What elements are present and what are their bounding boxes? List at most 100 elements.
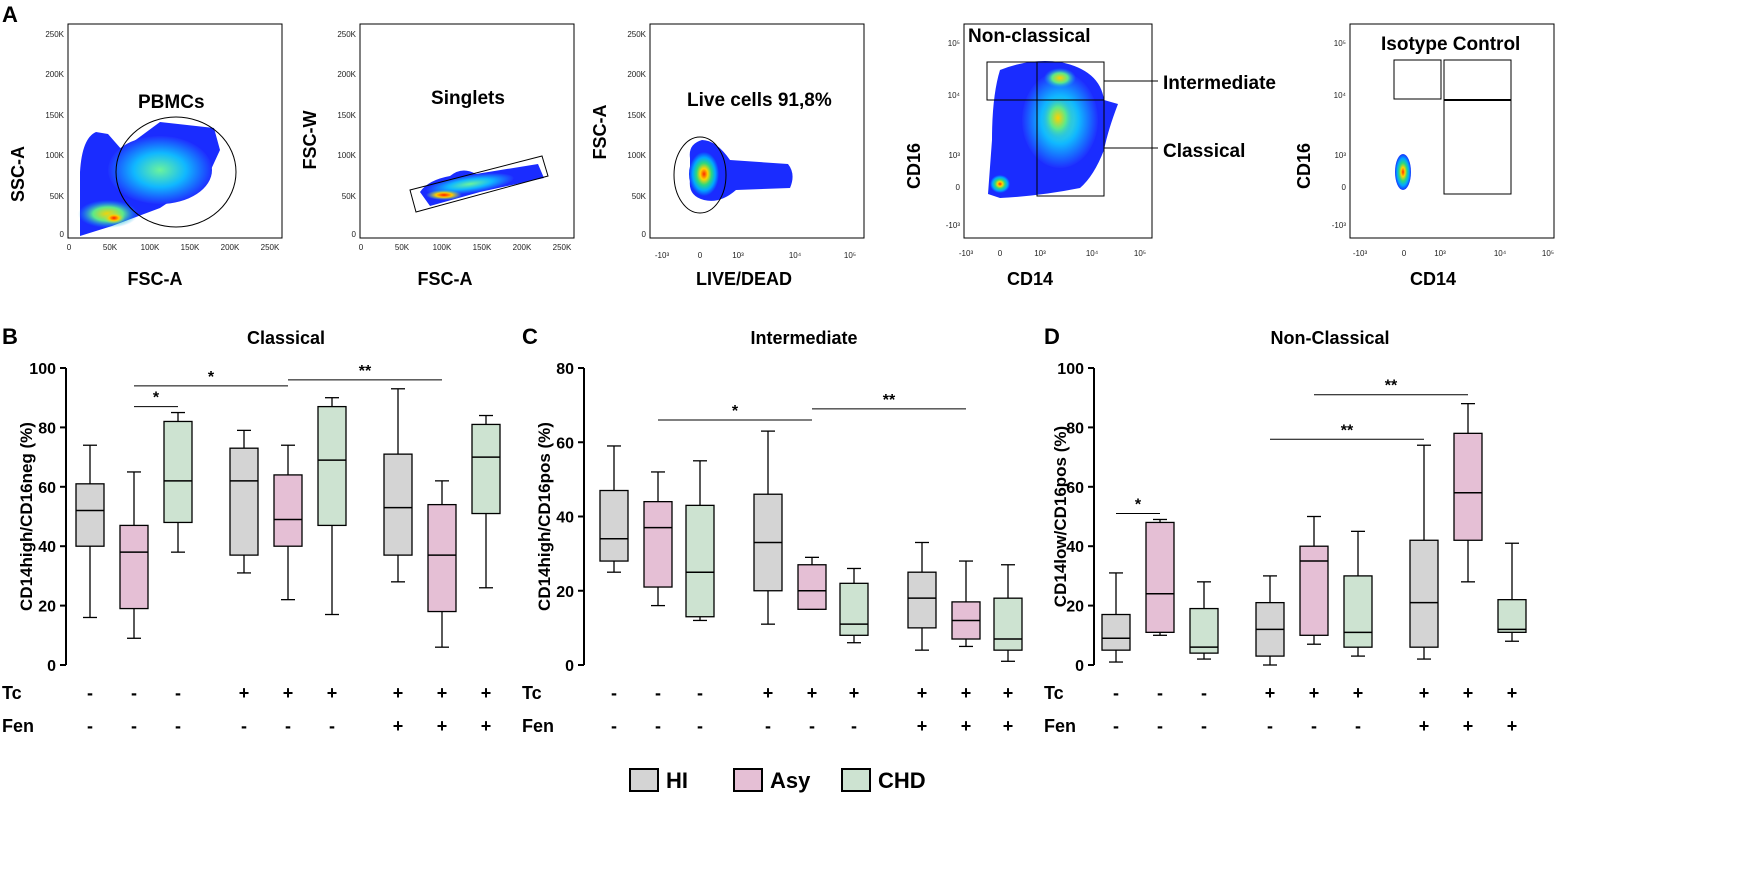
legend: HI Asy CHD bbox=[629, 768, 926, 793]
y-tick-label: 60 bbox=[556, 435, 574, 452]
box-asy bbox=[1453, 432, 1483, 541]
flow-plot-singlets: Singlets FSC-W FSC-A 250K 200K 150K 100K… bbox=[300, 23, 575, 289]
gate-label: Singlets bbox=[431, 88, 505, 109]
x-tick: 0 bbox=[998, 249, 1003, 258]
flow-plot-isotype-control: Isotype Control CD16 CD14 10⁵ 10⁴ 10³ 0 … bbox=[1294, 23, 1555, 289]
y-tick: 50K bbox=[632, 192, 647, 201]
y-tick: 150K bbox=[627, 111, 646, 120]
x-tick: 10⁵ bbox=[1134, 249, 1146, 258]
box-asy bbox=[119, 524, 149, 610]
density-core bbox=[108, 136, 212, 204]
y-tick: 100K bbox=[337, 151, 356, 160]
y-axis-label: CD14high/CD16pos (%) bbox=[535, 422, 554, 611]
tc-sign: - bbox=[1201, 683, 1207, 703]
box-asy bbox=[1145, 521, 1175, 633]
y-axis-label: SSC-A bbox=[8, 146, 28, 202]
significance-marker: * bbox=[1135, 497, 1142, 514]
plot-frame bbox=[1349, 23, 1555, 239]
y-tick-label: 100 bbox=[29, 361, 56, 378]
y-tick: 10³ bbox=[1334, 151, 1346, 160]
box-hi bbox=[1101, 613, 1131, 651]
gate-label-classical: Classical bbox=[1163, 141, 1245, 162]
box-hi bbox=[229, 447, 259, 556]
gate-label: Live cells 91,8% bbox=[687, 90, 832, 111]
tc-sign: + bbox=[481, 683, 492, 703]
x-tick: 10⁴ bbox=[789, 251, 802, 260]
y-tick: 200K bbox=[337, 70, 356, 79]
density-core bbox=[689, 152, 719, 196]
y-tick: -10³ bbox=[1332, 221, 1347, 230]
tc-sign: + bbox=[239, 683, 250, 703]
box-hi bbox=[383, 453, 413, 556]
y-tick: 250K bbox=[627, 30, 646, 39]
gate-label: Non-classical bbox=[968, 26, 1091, 47]
y-tick: 150K bbox=[337, 111, 356, 120]
x-tick: 200K bbox=[221, 243, 240, 252]
y-tick: 100K bbox=[45, 151, 64, 160]
y-tick: 50K bbox=[50, 192, 65, 201]
fen-sign: - bbox=[131, 716, 137, 736]
y-tick-label: 100 bbox=[1057, 361, 1084, 378]
tc-sign: - bbox=[87, 683, 93, 703]
y-tick-label: 20 bbox=[38, 599, 56, 616]
y-tick: 0 bbox=[60, 230, 65, 239]
y-tick-label: 0 bbox=[47, 658, 56, 675]
box-asy bbox=[643, 500, 673, 588]
tc-sign: + bbox=[849, 683, 860, 703]
box-hi bbox=[907, 571, 937, 629]
x-tick: 0 bbox=[359, 243, 364, 252]
y-tick-label: 80 bbox=[1066, 420, 1084, 437]
y-tick-label: 80 bbox=[556, 361, 574, 378]
x-tick: -10³ bbox=[655, 251, 670, 260]
significance-marker: ** bbox=[883, 392, 896, 409]
fen-sign: + bbox=[437, 716, 448, 736]
box-chd bbox=[1497, 599, 1527, 633]
x-tick: 50K bbox=[395, 243, 410, 252]
y-tick: 0 bbox=[956, 183, 961, 192]
y-tick-label: 60 bbox=[1066, 480, 1084, 497]
tc-sign: + bbox=[961, 683, 972, 703]
box-chd bbox=[1343, 575, 1373, 648]
density-core bbox=[1395, 154, 1411, 190]
y-tick-label: 80 bbox=[38, 420, 56, 437]
y-tick: 150K bbox=[45, 111, 64, 120]
y-tick: 10⁵ bbox=[1334, 39, 1346, 48]
gate-label: Isotype Control bbox=[1381, 34, 1520, 55]
fen-sign: - bbox=[1311, 716, 1317, 736]
y-tick: 10³ bbox=[948, 151, 960, 160]
significance-marker: ** bbox=[1341, 422, 1354, 439]
tc-sign: + bbox=[1309, 683, 1320, 703]
density-peak bbox=[426, 190, 462, 200]
panel-letter: C bbox=[522, 324, 538, 349]
box-chd bbox=[317, 405, 347, 527]
x-axis-label: FSC-A bbox=[418, 269, 473, 289]
chart-title: Non-Classical bbox=[1270, 328, 1389, 348]
significance-marker: ** bbox=[1385, 378, 1398, 395]
y-tick: 10⁵ bbox=[948, 39, 960, 48]
box-chd bbox=[471, 423, 501, 515]
tc-sign: - bbox=[1157, 683, 1163, 703]
y-axis-label: CD14high/CD16neg (%) bbox=[17, 422, 36, 611]
tc-sign: + bbox=[1265, 683, 1276, 703]
fen-sign: - bbox=[175, 716, 181, 736]
density-peak bbox=[103, 212, 125, 224]
plot-frame bbox=[963, 23, 1153, 239]
tc-sign: + bbox=[283, 683, 294, 703]
fen-sign: - bbox=[241, 716, 247, 736]
plot-frame bbox=[359, 23, 575, 239]
y-tick: 250K bbox=[45, 30, 64, 39]
density-core bbox=[1042, 96, 1074, 140]
x-tick: 0 bbox=[698, 251, 703, 260]
box-chd bbox=[685, 504, 715, 618]
y-tick-label: 60 bbox=[38, 480, 56, 497]
y-tick: 10⁴ bbox=[948, 91, 961, 100]
box-chd bbox=[163, 420, 193, 524]
tc-sign: + bbox=[1507, 683, 1518, 703]
legend-label-chd: CHD bbox=[878, 768, 926, 793]
box-chd bbox=[993, 597, 1023, 651]
x-tick: 10⁵ bbox=[1542, 249, 1554, 258]
legend-label-hi: HI bbox=[666, 768, 688, 793]
fen-sign: + bbox=[1419, 716, 1430, 736]
fen-sign: - bbox=[697, 716, 703, 736]
